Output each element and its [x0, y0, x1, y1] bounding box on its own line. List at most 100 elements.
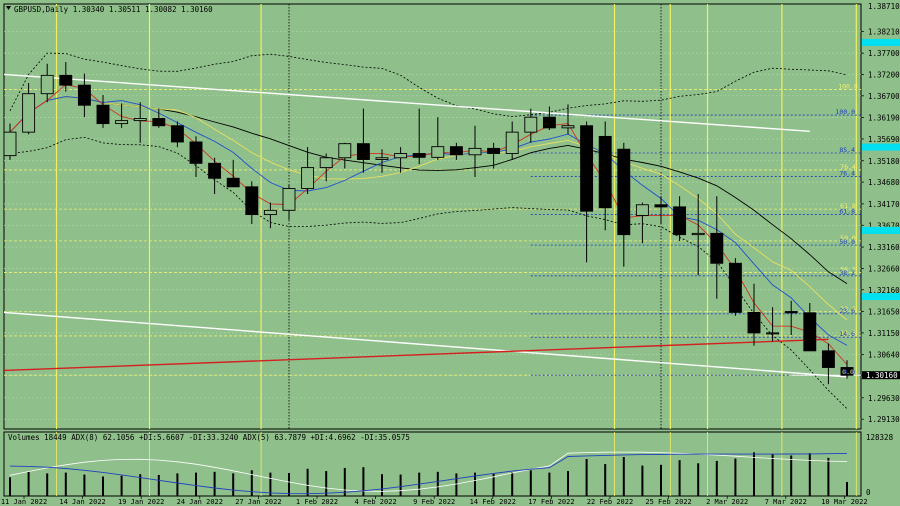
fib-yellow-label: 61.8 — [840, 202, 856, 210]
date-tick-label: 25 Feb 2022 — [645, 498, 691, 506]
candle-body — [766, 332, 780, 335]
date-tick-label: 10 Mar 2022 — [821, 498, 867, 506]
price-tick-label: 1.36190 — [868, 114, 900, 123]
price-tick-label: 1.37700 — [868, 49, 900, 58]
candle-body — [449, 146, 463, 156]
price-tick-label: 1.32660 — [868, 264, 900, 273]
candle-body — [263, 209, 277, 216]
date-tick-label: 17 Feb 2022 — [528, 498, 574, 506]
date-tick-label: 7 Mar 2022 — [765, 498, 807, 506]
candle-body — [468, 147, 482, 156]
candle-body — [580, 125, 594, 212]
candle-body — [245, 186, 259, 216]
date-tick-label: 14 Jan 2022 — [59, 498, 105, 506]
cyan-level-marker — [862, 293, 900, 301]
cyan-level-marker — [862, 38, 900, 46]
price-tick-label: 1.33670 — [868, 221, 900, 230]
price-tick-label: 1.29130 — [868, 415, 900, 424]
fib-yellow-label: 14.6 — [840, 329, 856, 337]
header-triangle-icon — [6, 6, 11, 10]
fib-blue-label: 0.0 — [843, 368, 855, 376]
volume-max-label: 128328 — [866, 433, 894, 442]
candle-body — [282, 188, 296, 211]
fib-blue-label: 23.6 — [839, 307, 855, 315]
fib-blue-label: 61.8 — [839, 207, 855, 215]
volume-grid-layer — [56, 432, 857, 496]
date-tick-label: 14 Feb 2022 — [470, 498, 516, 506]
price-top-label: 1.38710 — [868, 2, 900, 11]
current-price-marker — [862, 371, 900, 380]
volume-pane-frame — [3, 431, 862, 497]
candle-body — [77, 84, 91, 106]
fib-blue-label: 14.6 — [839, 330, 855, 338]
price-tick-label: 1.31150 — [868, 329, 900, 338]
fib-yellow-label: 50.0 — [840, 234, 856, 242]
candle-body — [22, 93, 36, 133]
fib-yellow-label: 100.0 — [838, 82, 858, 90]
candle-body — [617, 148, 631, 236]
date-axis: 11 Jan 2022 14 Jan 2022 19 Jan 2022 24 Jan … — [1, 496, 868, 506]
date-tick-label: 4 Feb 2022 — [355, 498, 397, 506]
price-tick-label: 1.35180 — [868, 157, 900, 166]
candle-body — [412, 153, 426, 158]
cyan-level-marker — [862, 226, 900, 234]
candle-body — [821, 350, 835, 368]
date-tick-label: 11 Jan 2022 — [1, 498, 47, 506]
candle-body — [115, 120, 129, 125]
price-tick-label: 1.32160 — [868, 286, 900, 295]
main-pane-frame — [3, 3, 862, 430]
candle-body — [654, 204, 668, 208]
cyan-level-marker — [862, 143, 900, 151]
date-tick-label: 19 Jan 2022 — [118, 498, 164, 506]
candle-body — [542, 116, 556, 129]
upper-trendline — [4, 73, 810, 132]
price-tick-label: 1.35690 — [868, 135, 900, 144]
price-axis: 1.38210 1.37700 1.37200 1.36700 1.36190 1.356… — [861, 2, 900, 424]
candle-body — [840, 367, 854, 376]
fib-label-layer: 0.0 14.6 23.6 38.2 50.0 61.8 76.4 100.0 100.0 85.… — [835, 82, 857, 376]
main-pane: 0.0 14.6 23.6 38.2 50.0 61.8 76.4 100.0 100.0 85.… — [3, 3, 862, 430]
candle-body — [673, 206, 687, 236]
ma-red-line — [9, 84, 848, 365]
candle-body — [784, 311, 798, 314]
candle-body — [338, 143, 352, 159]
price-tick-label: 1.29630 — [868, 394, 900, 403]
candle-body — [170, 125, 184, 143]
adx-white-line — [9, 451, 848, 492]
candle-body — [598, 135, 612, 209]
candle-body — [356, 143, 370, 160]
candle-body — [301, 167, 315, 189]
current-price-label: 1.30160 — [866, 371, 898, 380]
fib-blue-label: 76.4 — [839, 169, 855, 177]
candle-body — [728, 262, 742, 313]
volume-pane: Volumes 18449 ADX(8) 62.1056 +DI:5.6607 … — [3, 431, 894, 497]
candle-body — [40, 74, 54, 95]
adx-blue-line — [9, 452, 848, 495]
candle-body — [803, 312, 817, 352]
candle-body — [152, 118, 166, 127]
candle-body — [747, 311, 761, 334]
candle-body — [561, 125, 575, 129]
fib-blue-label: 100.0 — [835, 108, 855, 116]
fib-blue-label: 38.2 — [839, 269, 855, 277]
candle-body — [59, 74, 73, 86]
price-tick-label: 1.31650 — [868, 308, 900, 317]
bollinger-upper-band — [9, 52, 848, 118]
date-tick-label: 22 Feb 2022 — [587, 498, 633, 506]
fib-yellow-label: 0.0 — [842, 368, 854, 376]
header-symbol-line: GBPUSD,Daily 1.30340 1.30511 1.30082 1.3… — [14, 5, 213, 14]
volume-zero-label: 0 — [866, 488, 871, 497]
lower-trendline — [4, 311, 848, 378]
candle-body — [505, 131, 519, 154]
candle-body — [133, 118, 147, 122]
candle-body — [431, 146, 445, 158]
candle-body — [208, 162, 222, 179]
fib-yellow-label: 38.2 — [840, 266, 856, 274]
date-tick-label: 27 Jan 2022 — [235, 498, 281, 506]
price-tick-label: 1.30640 — [868, 351, 900, 360]
date-tick-label: 9 Feb 2022 — [413, 498, 455, 506]
overlay-layer — [4, 52, 861, 409]
bollinger-lower-band — [9, 136, 848, 409]
grid-layer — [4, 4, 861, 429]
date-tick-label: 1 Feb 2022 — [296, 498, 338, 506]
